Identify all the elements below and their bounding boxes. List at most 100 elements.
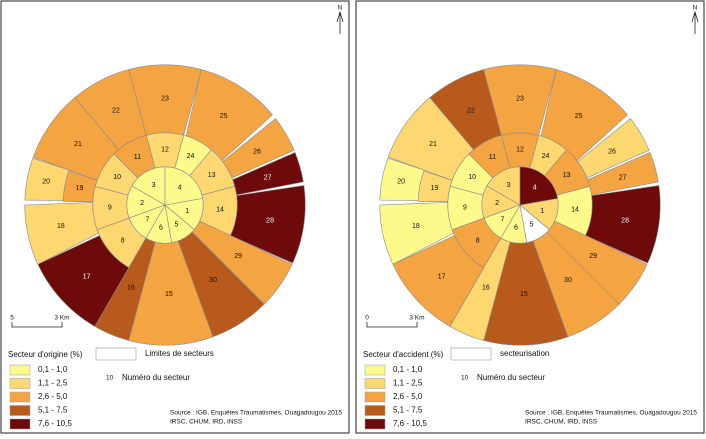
north-arrow bbox=[691, 10, 699, 34]
legend-label: 2,6 - 5,0 bbox=[393, 392, 423, 401]
sector bbox=[94, 237, 156, 341]
panel-frame bbox=[355, 0, 705, 434]
legend-label: 1,1 - 2,5 bbox=[38, 379, 68, 388]
legend-title: Secteur d'accident (%) bbox=[363, 350, 444, 359]
number-label: Numéro du secteur bbox=[122, 373, 190, 382]
sector-number: 14 bbox=[571, 207, 579, 214]
sector-number: 12 bbox=[516, 147, 524, 154]
sector-number: 1 bbox=[540, 208, 544, 215]
sector-number: 17 bbox=[83, 274, 91, 281]
source: IRSC, CHUM, IRD, INSS bbox=[170, 419, 243, 426]
sector-number: 27 bbox=[264, 174, 272, 181]
sector-number: 4 bbox=[533, 184, 537, 191]
legend-label: 5,1 - 7,5 bbox=[393, 406, 423, 415]
legend-label: 7,6 - 10,5 bbox=[38, 419, 72, 428]
sector-number: 9 bbox=[108, 204, 112, 211]
legend-swatch bbox=[364, 418, 386, 430]
sector-number: 18 bbox=[57, 223, 65, 230]
sector-number: 21 bbox=[74, 141, 82, 148]
scale-end: 3 Km bbox=[54, 315, 69, 322]
sector-number: 30 bbox=[209, 277, 217, 284]
legend-swatch bbox=[9, 418, 31, 430]
sector-number: 10 bbox=[113, 174, 121, 181]
sector-number: 9 bbox=[463, 204, 467, 211]
sector-number: 19 bbox=[76, 185, 84, 192]
sector bbox=[222, 118, 295, 179]
scale-end: 3 Km bbox=[409, 315, 424, 322]
sector-number: 21 bbox=[429, 141, 437, 148]
scale-start: 0 bbox=[365, 315, 369, 322]
boundary-swatch bbox=[450, 347, 492, 361]
legend-swatch bbox=[9, 391, 31, 403]
north-label: N bbox=[338, 5, 343, 12]
sector-number: 11 bbox=[134, 154, 141, 161]
sector bbox=[24, 202, 99, 265]
legend-swatch bbox=[364, 364, 386, 376]
sector-number: 10 bbox=[468, 174, 476, 181]
sector-number: 19 bbox=[431, 185, 439, 192]
number-symbol: 10 bbox=[106, 375, 114, 382]
sector-number: 6 bbox=[514, 224, 518, 231]
legend-label: 0,1 - 1,0 bbox=[38, 365, 68, 374]
sector-number: 4 bbox=[178, 184, 182, 191]
legend-label: 0,1 - 1,0 bbox=[393, 365, 423, 374]
boundary-swatch bbox=[95, 347, 137, 361]
sector-number: 11 bbox=[489, 154, 496, 161]
legend-label: 1,1 - 2,5 bbox=[393, 379, 423, 388]
sector-number: 26 bbox=[253, 149, 261, 156]
sector-number: 23 bbox=[516, 96, 524, 103]
sector-number: 26 bbox=[608, 149, 616, 156]
sector-number: 29 bbox=[234, 253, 242, 260]
sector-number: 5 bbox=[530, 222, 534, 229]
sector-number: 25 bbox=[220, 113, 228, 120]
sector-number: 27 bbox=[619, 174, 627, 181]
sector-number: 16 bbox=[482, 284, 490, 291]
legend-title: Secteur d'origine (%) bbox=[8, 350, 83, 359]
source: Source : IGB, Enquêtes Traumatismes, Oua… bbox=[525, 410, 697, 417]
legend-label: 7,6 - 10,5 bbox=[393, 419, 427, 428]
scale-bar bbox=[11, 322, 63, 328]
sector-number: 8 bbox=[476, 237, 480, 244]
panel-frame bbox=[0, 0, 350, 434]
sector bbox=[540, 69, 628, 161]
boundary-label: secteurisation bbox=[500, 349, 549, 358]
sector bbox=[577, 118, 650, 179]
scale-start: 5 bbox=[10, 315, 14, 322]
legend-swatch bbox=[9, 378, 31, 389]
boundary-label: Limites de secteurs bbox=[145, 349, 214, 358]
sector-number: 29 bbox=[589, 253, 597, 260]
legend-swatch bbox=[364, 378, 386, 389]
legend-label: 2,6 - 5,0 bbox=[38, 392, 68, 401]
sector-number: 3 bbox=[152, 182, 156, 189]
sector bbox=[185, 69, 273, 161]
sector-number: 6 bbox=[159, 224, 163, 231]
sector-number: 15 bbox=[520, 291, 528, 298]
legend-swatch bbox=[9, 405, 31, 416]
sector-number: 28 bbox=[266, 218, 274, 225]
sector bbox=[177, 231, 265, 338]
north-arrow bbox=[336, 10, 344, 34]
sector-number: 23 bbox=[161, 96, 169, 103]
sector bbox=[449, 237, 511, 341]
sector-number: 18 bbox=[412, 223, 420, 230]
sector-number: 17 bbox=[438, 274, 446, 281]
sector-number: 2 bbox=[495, 200, 499, 207]
sector-number: 28 bbox=[621, 218, 629, 225]
sector-number: 30 bbox=[564, 277, 572, 284]
sector-number: 3 bbox=[507, 182, 511, 189]
sector-number: 7 bbox=[145, 217, 149, 224]
source: Source : IGB, Enquêtes Traumatismes, Oua… bbox=[170, 410, 342, 417]
sector-number: 13 bbox=[563, 172, 571, 179]
sector-number: 15 bbox=[165, 291, 173, 298]
sector bbox=[392, 235, 485, 327]
sector-number: 13 bbox=[208, 172, 216, 179]
legend-swatch bbox=[364, 391, 386, 403]
sector-number: 20 bbox=[397, 179, 405, 186]
sector-number: 5 bbox=[175, 222, 179, 229]
number-label: Numéro du secteur bbox=[477, 373, 545, 382]
sector-number: 22 bbox=[467, 108, 475, 115]
sector-number: 25 bbox=[575, 113, 583, 120]
sector-number: 8 bbox=[121, 237, 125, 244]
legend-label: 5,1 - 7,5 bbox=[38, 406, 68, 415]
north-label: N bbox=[693, 5, 698, 12]
